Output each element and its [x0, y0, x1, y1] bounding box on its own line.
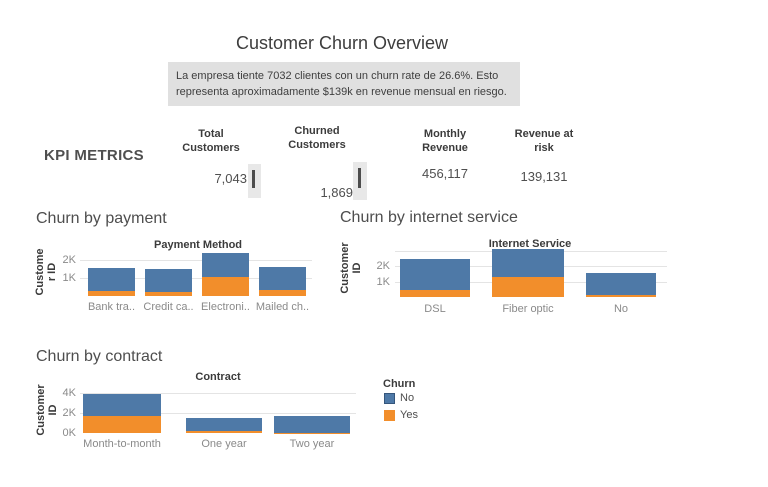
bar-segment-yes[interactable] — [145, 292, 192, 296]
x-category-label[interactable]: Two year — [289, 438, 335, 450]
bar-segment-no[interactable] — [274, 416, 350, 433]
bar-segment-no[interactable] — [400, 259, 470, 290]
bar-segment-yes[interactable] — [492, 277, 564, 297]
bar-segment-no[interactable] — [83, 394, 161, 416]
page-title: Customer Churn Overview — [235, 33, 449, 53]
bar-segment-no[interactable] — [202, 253, 249, 277]
x-category-label[interactable]: DSL — [424, 303, 446, 315]
bar-segment-no[interactable] — [586, 273, 656, 295]
bar-segment-no[interactable] — [492, 249, 564, 277]
kpi-value-total-customers: 7,043 — [214, 171, 247, 186]
chart-title: Churn by payment — [36, 210, 167, 227]
gridline — [80, 260, 312, 261]
bar-segment-yes[interactable] — [83, 416, 161, 433]
bar-segment-yes[interactable] — [202, 277, 249, 296]
kpi-gantt-bar-icon — [252, 170, 255, 188]
x-category-label[interactable]: Electroni.. — [201, 301, 250, 313]
bar-segment-yes[interactable] — [186, 431, 262, 433]
kpi-gantt-mark-total[interactable] — [248, 164, 261, 198]
legend-item-no[interactable]: No — [384, 392, 414, 404]
gridline — [80, 413, 356, 414]
bar-segment-yes[interactable] — [274, 433, 350, 434]
gridline — [80, 278, 312, 279]
chart-title: Churn by internet service — [340, 209, 518, 226]
legend-title: Churn — [383, 378, 416, 390]
y-tick-label: 0K — [62, 427, 76, 439]
legend-item-label: Yes — [400, 409, 418, 421]
legend-item-label: No — [400, 392, 415, 404]
chart-title: Churn by contract — [36, 348, 163, 365]
y-tick-label: 2K — [376, 260, 390, 272]
legend-swatch-no-icon — [384, 392, 395, 404]
kpi-gantt-mark-churned[interactable] — [353, 162, 367, 200]
legend-item-yes[interactable]: Yes — [384, 409, 418, 421]
gridline — [80, 393, 356, 394]
x-category-label[interactable]: Credit ca.. — [143, 301, 194, 313]
bar-segment-yes[interactable] — [586, 295, 656, 297]
bar-segment-no[interactable] — [259, 267, 306, 290]
x-category-label[interactable]: Bank tra.. — [87, 301, 136, 313]
kpi-label-monthly-revenue: Monthly Revenue — [422, 128, 468, 154]
y-tick-label: 2K — [62, 254, 76, 266]
x-category-label[interactable]: Month-to-month — [83, 438, 161, 450]
y-tick-label: 4K — [62, 387, 76, 399]
column-field-header: Contract — [195, 371, 241, 383]
y-tick-label: 1K — [62, 272, 76, 284]
bar-segment-yes[interactable] — [259, 290, 306, 296]
kpi-label-total-customers: Total Customers — [182, 128, 240, 154]
x-category-label[interactable]: One year — [201, 438, 247, 450]
bar-segment-no[interactable] — [145, 269, 192, 292]
legend-swatch-yes-icon — [384, 409, 395, 421]
x-category-label[interactable]: Mailed ch.. — [255, 301, 310, 313]
kpi-gantt-bar-icon — [358, 168, 361, 188]
kpi-section-label: KPI METRICS — [44, 147, 144, 164]
column-field-header: Internet Service — [488, 238, 572, 250]
bar-segment-yes[interactable] — [88, 291, 135, 296]
x-category-label[interactable]: No — [613, 303, 629, 315]
y-tick-label: 1K — [376, 276, 390, 288]
y-tick-label: 2K — [62, 407, 76, 419]
summary-note: La empresa tiente 7032 clientes con un c… — [168, 62, 520, 106]
kpi-label-revenue-at-risk: Revenue at risk — [514, 128, 574, 154]
bar-segment-yes[interactable] — [400, 290, 470, 297]
kpi-value-churned-customers: 1,869 — [320, 185, 353, 200]
bar-segment-no[interactable] — [88, 268, 135, 291]
kpi-value-monthly-revenue: 456,117 — [421, 166, 469, 181]
column-field-header: Payment Method — [153, 239, 243, 251]
kpi-label-churned-customers: Churned Customers — [288, 125, 346, 151]
kpi-value-revenue-at-risk: 139,131 — [520, 169, 568, 184]
x-category-label[interactable]: Fiber optic — [502, 303, 554, 315]
bar-segment-no[interactable] — [186, 418, 262, 431]
